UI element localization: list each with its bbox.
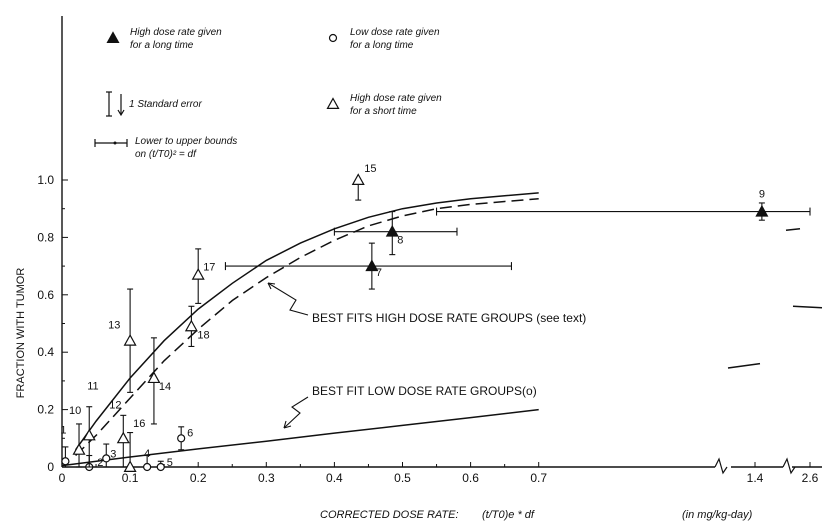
legend-item-5: Lower to upper bounds on (t/T0)² = df [94,136,237,160]
point-label: 4 [144,448,150,460]
open-triangle-point [82,428,96,441]
x-tick-label: 0 [59,471,66,485]
series-1: 7 8 9 [224,189,811,290]
point-label: 8 [397,235,403,247]
open-triangle-point [116,431,130,444]
annotation-low-fit: BEST FIT LOW DOSE RATE GROUPS(o) [312,384,537,398]
y-tick-label: 0.4 [37,345,54,359]
fit-curve-1 [74,192,539,451]
legend-text: for a long time [130,40,194,51]
y-tick-label: 0.6 [37,288,54,302]
open-triangle-point [123,460,137,472]
point-label: 3 [110,448,116,460]
y-axis-label: FRACTION WITH TUMOR [15,268,27,399]
point-label: 15 [364,163,376,175]
y-axis-ticks: 0 0.2 0.4 0.6 0.8 1.0 [37,173,68,474]
point-label: 18 [197,329,209,341]
annotation-arrowhead [283,420,292,429]
axis-break-mark [714,457,728,475]
point-label: 5 [167,457,173,469]
legend-text: Low dose rate given [350,27,440,38]
open-triangle-point [191,267,205,280]
legend-item-3: 1 Standard error [106,91,202,117]
annotation-leader [267,282,309,316]
y-tick-label: 0 [47,460,54,474]
point-label: 16 [133,418,145,430]
open-triangle-point [147,371,161,384]
point-label: 10 [69,405,81,417]
legend-text: Lower to upper bounds [135,136,237,147]
open-triangle-point [72,443,86,455]
open-triangle-point [123,333,137,346]
point-label: 2 [97,457,103,469]
legend-text: High dose rate given [130,27,222,38]
open-triangle-point [351,173,365,185]
filled-triangle-point [385,224,399,237]
legend-text: for a long time [350,40,414,51]
x-tick-label: 0.4 [326,471,343,485]
legend-text: for a short time [350,106,417,117]
open-circle-point [143,462,152,472]
point-label: 14 [159,381,171,393]
legend-item-4: High dose rate given for a short time [326,93,442,117]
legend-marker [106,31,120,43]
fit-curve-continuation [785,228,801,231]
point-label: 17 [203,262,215,274]
point-label: 12 [109,399,121,411]
annotation-high-fit: BEST FITS HIGH DOSE RATE GROUPS (see tex… [312,311,586,325]
x-tick-label: 0.6 [462,471,479,485]
open-circle-point [61,457,70,466]
open-circle-point [177,434,186,443]
y-tick-label: 1.0 [37,173,54,187]
x-axis-unit: (in mg/kg-day) [682,509,753,521]
y-tick-label: 0.2 [37,403,54,417]
legend-marker [117,94,125,117]
point-label: 7 [376,267,382,279]
x-tick-label: 1.4 [747,471,764,485]
axes [61,16,822,475]
x-tick-label: 2.6 [802,471,819,485]
legend-text: on (t/T0)² = df [135,149,197,160]
legend-text: 1 Standard error [129,99,202,110]
legend-marker [328,33,338,43]
annotation-arrowhead [267,282,276,290]
series-3: 10 11 12 16 13 14 18 17 15 [69,163,376,472]
legend-item-2: Low dose rate given for a long time [328,27,440,51]
point-label: 1 [60,424,66,436]
axis-break-mark [782,457,796,475]
filled-triangle-point [365,259,379,272]
x-tick-label: 0.5 [394,471,411,485]
legend-item-1: High dose rate given for a long time [106,27,222,51]
x-axis-ticks: 0 0.1 0.2 0.3 0.4 0.5 0.6 0.7 1.4 2.6 [59,462,819,485]
y-tick-label: 0.8 [37,230,54,244]
legend-marker [113,141,117,145]
legend-marker [326,97,340,109]
point-label: 13 [108,320,120,332]
filled-triangle-point [755,204,769,217]
point-label: 9 [759,189,765,201]
open-circle-point [102,454,111,463]
x-axis-label-prefix: CORRECTED DOSE RATE: [320,509,459,521]
fit-curves [61,192,823,467]
x-tick-label: 0.2 [190,471,207,485]
fit-curve-continuation [727,362,761,369]
x-tick-label: 0.3 [258,471,275,485]
x-tick-label: 0.1 [122,471,139,485]
legend-text: High dose rate given [350,93,442,104]
point-label: 6 [187,427,193,439]
point-label: 11 [87,380,98,392]
fit-curve-3 [61,408,539,467]
annotations: BEST FITS HIGH DOSE RATE GROUPS (see tex… [267,282,586,429]
fit-curve-continuation [792,305,823,309]
x-axis-label-formula: (t/T0)e * df [482,509,535,521]
open-triangle-point [184,319,198,332]
x-tick-label: 0.7 [530,471,547,485]
open-circle-point [156,462,165,472]
fit-curve-2 [75,197,539,457]
annotation-leader [283,396,309,429]
